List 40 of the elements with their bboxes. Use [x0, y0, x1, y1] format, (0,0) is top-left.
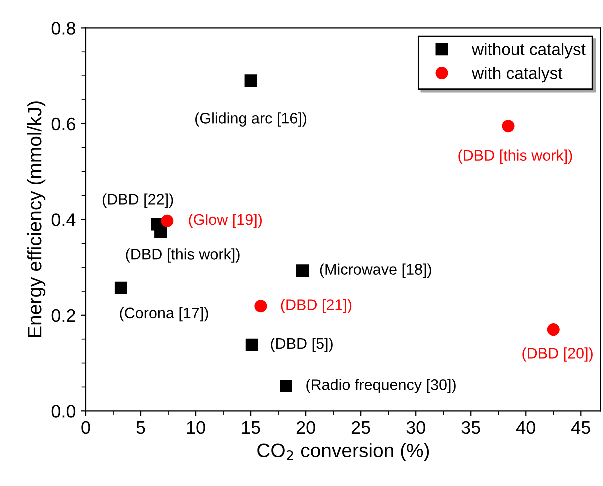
- point: [280, 380, 292, 393]
- annotation: (DBD [this work]): [458, 150, 572, 164]
- x-axis-title: CO$_{2}$ conversion (%): [258, 443, 430, 462]
- point: [244, 74, 258, 88]
- annotation: (DBD [this work]): [126, 248, 240, 263]
- legend-label: with catalyst: [472, 67, 563, 83]
- annotation: (Glow [19]): [189, 214, 262, 228]
- y-tick-label: 0.6: [52, 118, 76, 131]
- annotation: (DBD [20]): [522, 348, 593, 362]
- x-tick-label: 45: [572, 422, 590, 434]
- annotation: (Gliding arc [16]): [196, 112, 307, 127]
- annotation: (Microwave [18]): [320, 264, 432, 278]
- x-tick-label: 5: [136, 422, 146, 434]
- point: [154, 226, 168, 238]
- x-tick-label: 0: [82, 421, 90, 434]
- x-tick-label: 10: [187, 421, 206, 434]
- annotation: (Corona [17]): [120, 307, 208, 322]
- point: [114, 282, 128, 294]
- legend-label: without catalyst: [472, 43, 586, 59]
- annotation: (Radio frequency [30]): [306, 379, 456, 394]
- point: [246, 338, 258, 352]
- annotation: (DBD [5]): [271, 338, 333, 352]
- point: [502, 120, 515, 133]
- point: [254, 300, 268, 313]
- x-tick-label: 40: [516, 421, 536, 434]
- x-tick-label: 15: [242, 422, 260, 434]
- y-tick-label: 0.0: [52, 405, 76, 418]
- point: [547, 324, 560, 336]
- annotation: (DBD [21]): [281, 299, 352, 314]
- y-tick-label: 0.4: [52, 214, 76, 226]
- y-tick-label: 0.8: [52, 22, 76, 35]
- x-tick-label: 35: [462, 421, 480, 434]
- x-tick-label: 25: [352, 421, 370, 434]
- point: [296, 264, 310, 278]
- y-tick-label: 0.2: [52, 309, 76, 322]
- x-tick-label: 30: [406, 421, 426, 434]
- x-tick-label: 20: [296, 421, 316, 434]
- y-axis-title: Energy efficiency (mmol/kJ): [27, 102, 46, 338]
- annotation: (DBD [22]): [102, 194, 174, 208]
- point: [161, 214, 174, 228]
